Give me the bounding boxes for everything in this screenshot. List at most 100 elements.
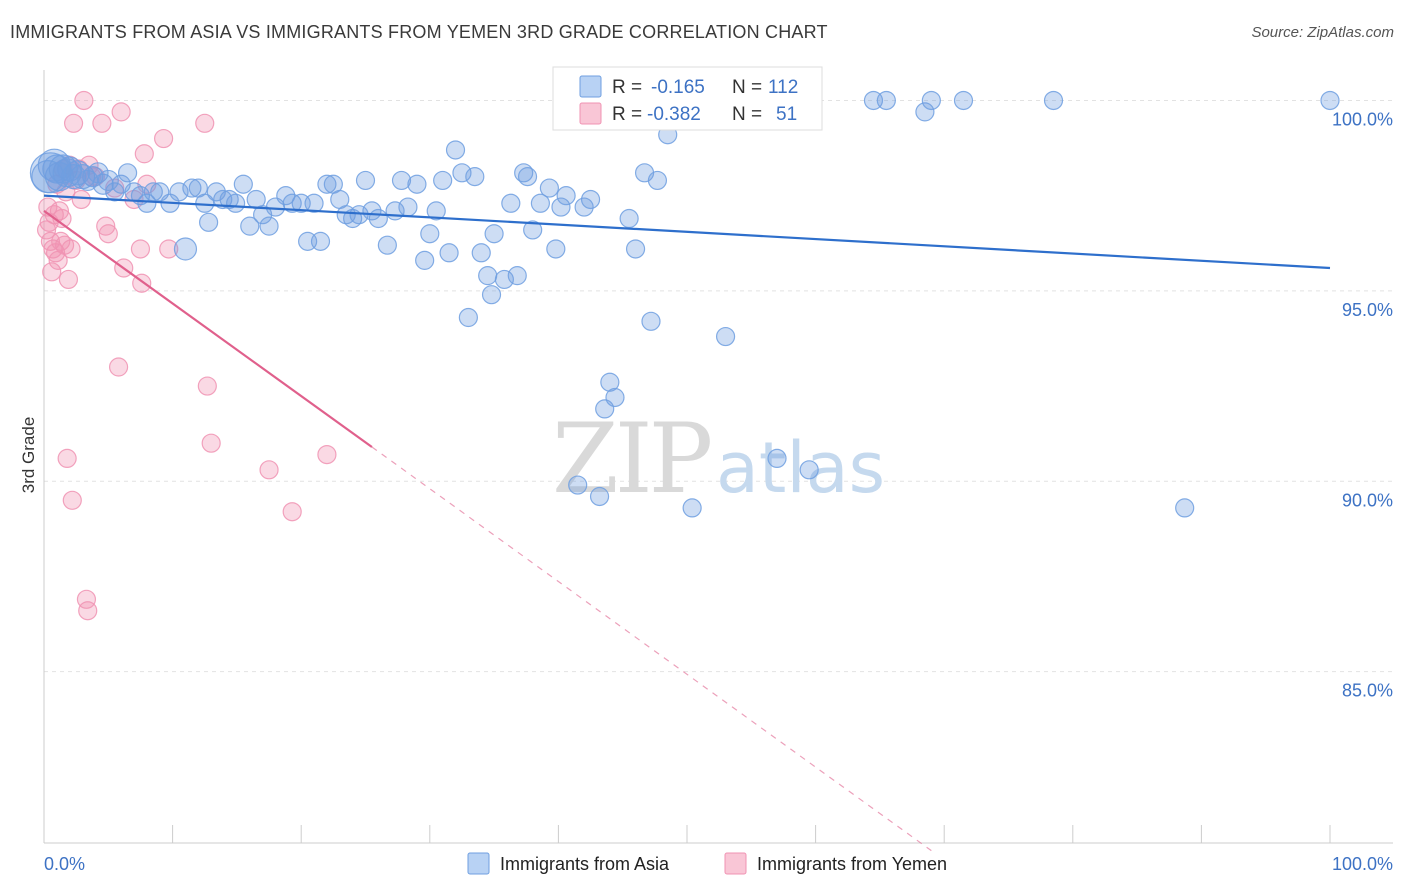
x-tick-max: 100.0% [1332, 854, 1393, 874]
y-tick-label: 90.0% [1342, 490, 1393, 510]
yemen-point [57, 448, 77, 469]
asia-point [501, 193, 521, 213]
yemen-point [62, 490, 82, 510]
asia-point [517, 167, 538, 187]
asia-point [556, 186, 576, 206]
yemen-point [197, 376, 217, 396]
stats-yemen-n-label: N = [732, 104, 762, 125]
asia-point [799, 460, 819, 480]
yemen-point [282, 502, 302, 522]
yemen-point [259, 460, 279, 480]
asia-point [398, 197, 418, 217]
asia-point [137, 193, 157, 213]
asia-point [530, 193, 550, 213]
asia-point [767, 448, 787, 469]
legend: Immigrants from Asia Immigrants from Yem… [467, 852, 947, 875]
asia-point [465, 167, 485, 187]
x-tick-min: 0.0% [44, 854, 85, 874]
asia-point [715, 326, 736, 347]
asia-point [921, 90, 941, 111]
asia-point [31, 160, 65, 194]
asia-point [317, 174, 337, 194]
asia-point [233, 174, 253, 194]
asia-point [60, 164, 87, 190]
asia-point [514, 163, 534, 183]
asia-point [589, 486, 610, 507]
asia-point [484, 224, 504, 244]
stats-asia-r-label: R = [612, 77, 642, 98]
asia-point [439, 243, 459, 263]
stats-yemen-r-value: -0.382 [647, 104, 701, 125]
asia-point [276, 186, 296, 206]
asia-point [481, 285, 502, 305]
yemen-point [159, 239, 179, 259]
yemen-point [74, 90, 94, 111]
yemen-point [36, 220, 57, 240]
asia-point [605, 387, 625, 408]
yemen-point [42, 262, 62, 282]
yemen-point [85, 167, 106, 187]
y-tick-label: 95.0% [1342, 300, 1393, 320]
yemen-point [98, 224, 118, 244]
legend-label-asia: Immigrants from Asia [500, 854, 670, 874]
asia-point [368, 208, 388, 229]
asia-point [915, 102, 935, 122]
asia-point [625, 239, 646, 259]
asia-point [452, 163, 472, 183]
asia-point [876, 90, 896, 111]
trend-lines [43, 194, 1331, 852]
yemen-point [63, 113, 84, 133]
yemen-point [92, 113, 112, 133]
asia-point [471, 243, 491, 263]
y-axis-title: 3rd Grade [19, 417, 38, 494]
chart-title: IMMIGRANTS FROM ASIA VS IMMIGRANTS FROM … [10, 22, 828, 42]
asia-point [226, 193, 246, 213]
asia-point [539, 178, 559, 198]
asia-point [1175, 498, 1195, 518]
asia-point [1043, 90, 1064, 111]
asia-point [568, 475, 588, 495]
yemen-point [61, 239, 81, 259]
yemen-point [78, 601, 98, 621]
yemen-point [49, 201, 70, 221]
asia-point [117, 163, 138, 183]
asia-point [407, 174, 427, 194]
asia-point [415, 250, 435, 270]
asia-point [647, 170, 668, 191]
tick-labels: 100.0% 95.0% 90.0% 85.0% [1332, 109, 1393, 700]
asia-point [105, 182, 125, 202]
yemen-trend-line [43, 209, 373, 448]
asia-point [377, 235, 397, 255]
yemen-point [317, 444, 337, 465]
stats-yemen-r-label: R = [612, 104, 642, 125]
yemen-point [40, 231, 61, 251]
asia-point [310, 231, 331, 251]
asia-point [478, 266, 498, 286]
stats-asia-n-label: N = [732, 77, 762, 98]
stats-asia-r-value: -0.165 [651, 77, 705, 98]
yemen-point [111, 102, 131, 122]
asia-point [391, 170, 412, 191]
asia-point [546, 239, 566, 259]
asia-point [213, 189, 233, 210]
yemen-point [38, 197, 58, 217]
watermark-zip: ZIP [552, 403, 711, 515]
yemen-point [51, 231, 71, 251]
y-tick-label: 85.0% [1342, 681, 1393, 701]
asia-point [445, 140, 466, 160]
asia-points [29, 90, 1340, 518]
asia-point [574, 197, 594, 217]
asia-point [355, 170, 376, 191]
yemen-point [130, 239, 151, 259]
yemen-point [134, 144, 154, 164]
asia-point [240, 216, 260, 236]
asia-point [523, 220, 543, 240]
asia-point [182, 178, 202, 198]
yemen-point [96, 216, 116, 236]
yemen-point [71, 189, 91, 210]
watermark: ZIP atlas [552, 403, 885, 515]
asia-trend-line [43, 194, 1331, 270]
asia-point [173, 237, 198, 261]
yemen-points [36, 90, 337, 621]
